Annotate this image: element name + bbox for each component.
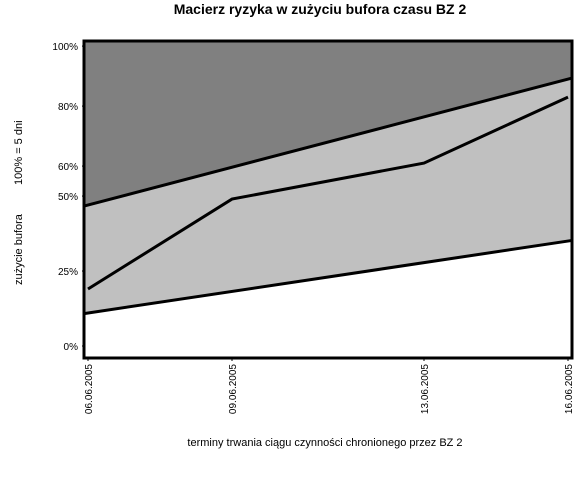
data-line [87,95,569,291]
zone-boundary [83,76,573,208]
y-tick-label: 0% [64,342,79,353]
y-tick-label: 50% [58,192,78,203]
x-tick-label: 13.06.2005 [420,364,431,414]
plot-border [82,39,574,360]
y-tick-label: 100% [52,42,78,53]
chart-title: Macierz ryzyka w zużyciu bufora czasu BZ… [174,1,467,17]
zone-high [84,41,572,207]
y-tick-label: 60% [58,162,78,173]
zone-boundary [83,238,573,316]
x-tick-label: 09.06.2005 [228,364,239,414]
x-tick-label: 16.06.2005 [564,364,575,414]
y-tick-label: 80% [58,102,78,113]
y-axis-note: 100% = 5 dni [13,120,25,185]
x-tick-label: 06.06.2005 [84,364,95,414]
x-axis-label: terminy trwania ciągu czynności chronion… [187,437,462,449]
y-tick-label: 25% [58,267,78,278]
zone-medium [84,78,572,314]
y-axis-label: zużycie bufora [13,213,25,285]
